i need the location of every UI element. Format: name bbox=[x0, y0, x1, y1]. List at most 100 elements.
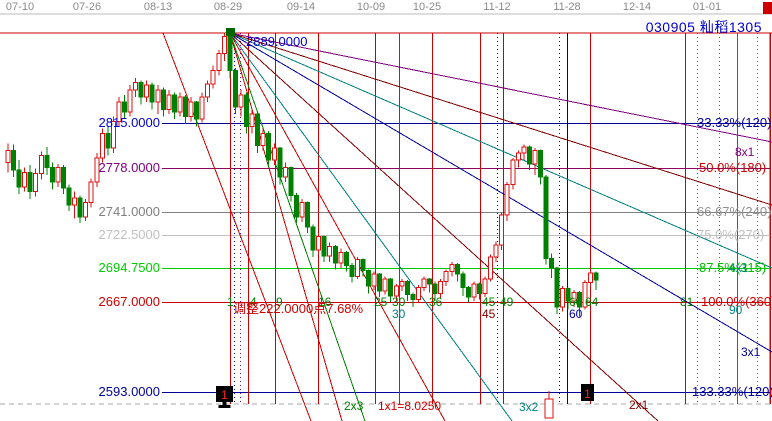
corner-mark bbox=[763, 2, 772, 14]
candle-body-up bbox=[499, 214, 505, 246]
retracement-percent-label: 87.5%(315) bbox=[699, 260, 766, 275]
candle-body-down bbox=[27, 171, 33, 193]
candle-body-up bbox=[571, 291, 577, 302]
retracement-percent-label: 66.67%(240) bbox=[697, 204, 771, 219]
gann-fan-label: 3x2 bbox=[519, 400, 539, 414]
gann-fan-label: 4x1 bbox=[729, 261, 749, 275]
candle-body-up bbox=[5, 150, 11, 164]
candle-body-down bbox=[138, 82, 144, 98]
time-count-number: 64 bbox=[585, 295, 599, 309]
wave-marker-number: 1 bbox=[221, 388, 228, 402]
candle-body-down bbox=[349, 265, 355, 278]
candle-body-down bbox=[44, 154, 50, 169]
gann-fan-line-2x1 bbox=[229, 32, 659, 421]
price-level-label: 2741.0000 bbox=[99, 204, 160, 219]
peak-price-label: 2889.0000 bbox=[246, 34, 307, 49]
candle-body-up bbox=[299, 202, 305, 218]
time-count-number: 49 bbox=[500, 295, 514, 309]
candle-body-up bbox=[166, 94, 172, 110]
candle-body-down bbox=[149, 84, 155, 103]
wave-marker[interactable] bbox=[216, 386, 233, 402]
marker-pedestal-base bbox=[218, 405, 231, 408]
candle-body-down bbox=[549, 257, 555, 269]
candle-body-down bbox=[427, 278, 433, 285]
candle-body-down bbox=[565, 288, 571, 302]
date-tick-label: 08-29 bbox=[214, 1, 242, 13]
candle-body-down bbox=[432, 283, 438, 295]
price-level-label: 2593.0000 bbox=[99, 384, 160, 399]
candle-body-up bbox=[271, 147, 277, 161]
candle-body-up bbox=[144, 84, 150, 98]
gann-fan-line-8x1 bbox=[229, 32, 772, 143]
time-count-number: 81 bbox=[680, 295, 694, 309]
candle-body-up bbox=[521, 146, 527, 154]
candle-body-up bbox=[22, 171, 28, 188]
candle-body-down bbox=[366, 269, 372, 287]
date-tick-label: 11-28 bbox=[553, 1, 580, 13]
wave-marker-number: 1 bbox=[584, 387, 591, 401]
time-count-number: 60 bbox=[569, 295, 583, 309]
candle-body-up bbox=[133, 82, 139, 91]
retracement-percent-label: 100.0%(360) bbox=[701, 294, 772, 309]
candle-body-up bbox=[371, 273, 377, 287]
candle-body-down bbox=[60, 167, 66, 189]
candle-body-up bbox=[94, 157, 100, 183]
candle-body-up bbox=[188, 101, 194, 118]
candle-body-up bbox=[421, 278, 427, 288]
candle-body-up bbox=[482, 278, 488, 295]
candle-body-up bbox=[110, 120, 116, 149]
candle-body-up bbox=[99, 133, 105, 159]
candle-body-up bbox=[221, 36, 227, 55]
candle-body-up bbox=[249, 113, 255, 127]
candle-body-up bbox=[532, 150, 538, 165]
candle-body-down bbox=[360, 259, 366, 271]
candle-body-down bbox=[593, 272, 599, 281]
candle-body-up bbox=[38, 154, 44, 175]
candle-body-up bbox=[560, 288, 566, 308]
candle-body-up bbox=[127, 89, 133, 113]
candle-body-up bbox=[72, 197, 78, 206]
time-count-number: 45 bbox=[482, 295, 496, 309]
candle-body-down bbox=[16, 169, 22, 188]
candle-body-up bbox=[415, 286, 421, 301]
candle-body-down bbox=[538, 150, 544, 178]
candle-body-down bbox=[277, 147, 283, 178]
gann-fan-line bbox=[229, 32, 772, 206]
candle-body-down bbox=[77, 197, 83, 218]
candle-body-down bbox=[332, 245, 338, 264]
candle-body-up bbox=[493, 244, 499, 258]
candle-body-down bbox=[266, 133, 272, 161]
time-count-number-90: 90 bbox=[729, 303, 743, 317]
time-count-number: 1 bbox=[227, 295, 234, 309]
date-tick-label: 07-26 bbox=[73, 1, 101, 13]
wave-marker[interactable] bbox=[581, 384, 594, 401]
gann-fan-line-1x1=8.0250 bbox=[229, 32, 446, 421]
candle-body-down bbox=[377, 273, 383, 292]
candle-body-down bbox=[576, 291, 582, 308]
peak-flag-marker bbox=[226, 28, 235, 36]
candle-body-down bbox=[255, 113, 261, 147]
price-level-label: 2667.0000 bbox=[99, 294, 160, 309]
gann-fan-line-3x1 bbox=[229, 32, 772, 353]
candle-body-up bbox=[327, 245, 333, 257]
date-tick-label: 09-14 bbox=[287, 1, 315, 13]
gann-fan-label: 1x1=8.0250 bbox=[378, 399, 441, 413]
time-count-number-secondary: 60 bbox=[569, 307, 583, 321]
candle-body-down bbox=[543, 176, 549, 259]
candle-body-up bbox=[393, 285, 399, 297]
candle-body-up bbox=[471, 283, 477, 298]
price-level-label: 2722.5000 bbox=[99, 227, 160, 242]
candle-body-down bbox=[121, 101, 127, 113]
candle-body-up bbox=[582, 282, 588, 308]
candle-body-down bbox=[11, 150, 17, 171]
time-count-number: 25 bbox=[374, 295, 388, 309]
gann-fan-label: 2x3 bbox=[344, 399, 364, 413]
candle-body-down bbox=[171, 94, 177, 113]
candle-body-down bbox=[293, 194, 299, 218]
candle-body-down bbox=[310, 226, 316, 251]
candle-body-up bbox=[510, 159, 516, 185]
time-count-number: 30 bbox=[392, 295, 406, 309]
candle-body-down bbox=[526, 146, 532, 165]
